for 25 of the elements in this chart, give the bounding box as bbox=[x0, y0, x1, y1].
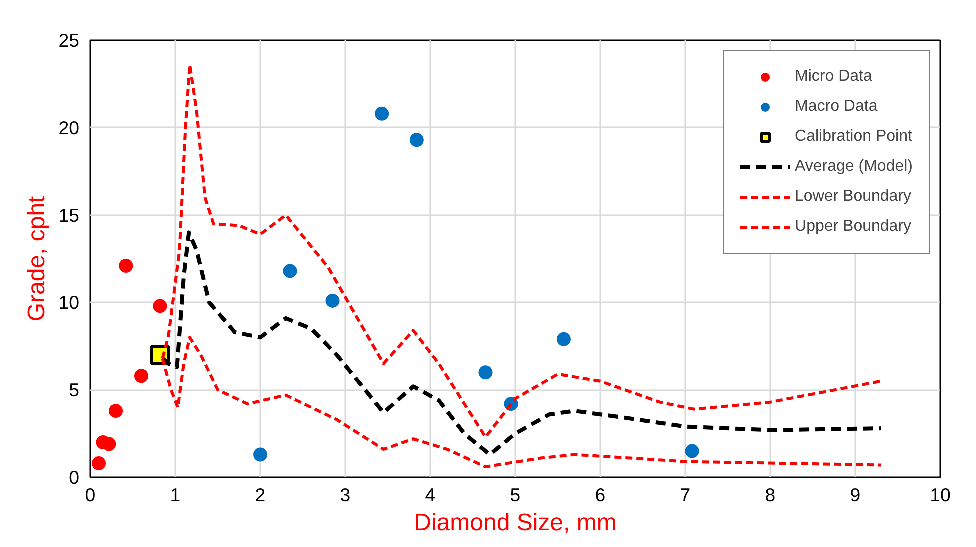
y-axis-title: Grade, cpht bbox=[24, 196, 51, 322]
x-tick-label: 5 bbox=[510, 484, 521, 506]
x-tick-label: 2 bbox=[255, 484, 266, 506]
x-tick-label: 9 bbox=[850, 484, 861, 506]
y-tick-label: 15 bbox=[58, 204, 80, 226]
x-tick-label: 8 bbox=[765, 484, 776, 506]
x-tick-label: 10 bbox=[930, 484, 951, 506]
legend-label: Average (Model) bbox=[795, 158, 913, 176]
y-tick-label: 0 bbox=[69, 467, 80, 488]
y-tick-label: 5 bbox=[69, 380, 80, 401]
x-tick-label: 7 bbox=[680, 484, 691, 506]
y-tick-label: 25 bbox=[58, 30, 80, 51]
y-tick-label: 20 bbox=[58, 117, 80, 138]
x-axis-title: Diamond Size, mm bbox=[414, 510, 617, 536]
legend-label: Calibration Point bbox=[795, 128, 912, 146]
x-tick-label: 3 bbox=[340, 484, 351, 506]
x-tick-label: 4 bbox=[425, 484, 436, 506]
legend-label: Upper Boundary bbox=[795, 218, 912, 236]
legend-label: Lower Boundary bbox=[795, 188, 912, 206]
legend-label: Macro Data bbox=[795, 98, 878, 116]
x-tick-label: 6 bbox=[595, 484, 606, 506]
legend-label: Micro Data bbox=[795, 68, 872, 86]
x-tick-label: 0 bbox=[85, 484, 96, 506]
x-tick-label: 1 bbox=[170, 484, 181, 506]
y-tick-label: 10 bbox=[58, 292, 80, 314]
